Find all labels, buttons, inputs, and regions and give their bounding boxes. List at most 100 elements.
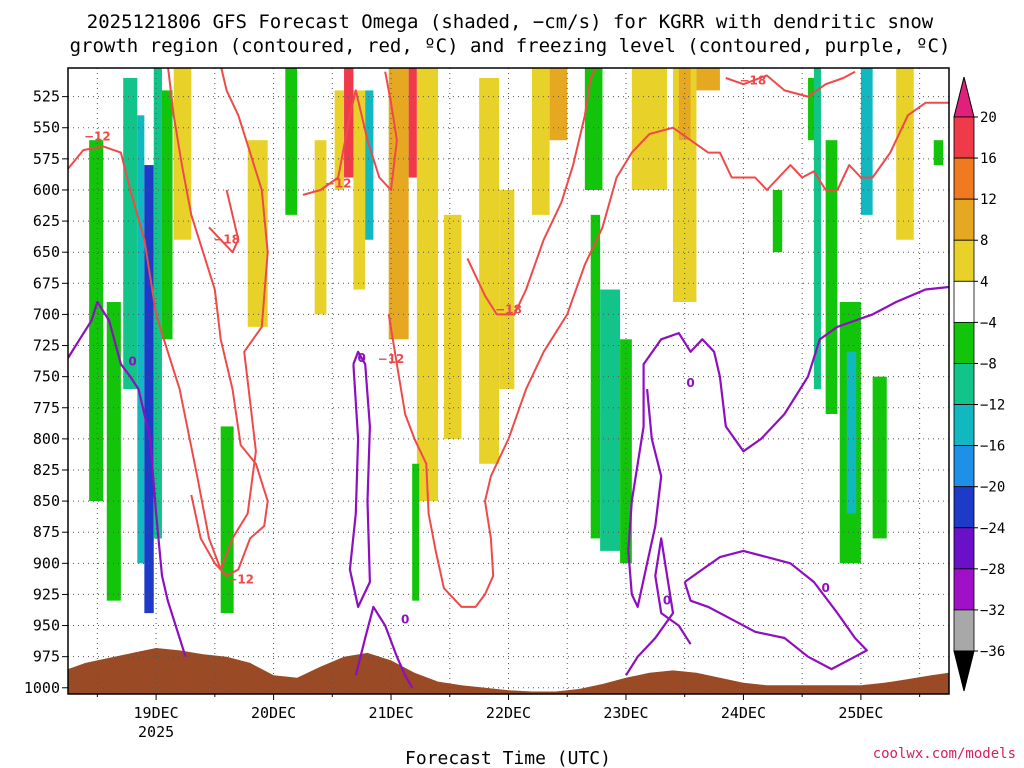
y-tick-label: 825 (33, 461, 60, 479)
colorbar-bin (953, 609, 975, 652)
freezing-contour-line (627, 285, 949, 608)
omega-cell (620, 339, 632, 564)
dgz-contour-line (302, 71, 398, 196)
omega-cell (631, 68, 668, 190)
omega-cell (499, 189, 515, 390)
freezing-contour-line (625, 537, 692, 676)
freezing-contour-label: 0 (663, 594, 671, 608)
omega-cell (123, 77, 138, 390)
contour-labels: −12 −12 −12 −12 −18 −18 −18 0 0 0 0 0 0 (84, 73, 830, 626)
colorbar-bin (953, 445, 975, 488)
x-tick-label: 21DEC (368, 704, 413, 722)
y-tick-label: 575 (33, 150, 60, 168)
dgz-contour-label: −12 (325, 177, 352, 191)
omega-cell (137, 115, 145, 564)
colorbar: 20 16 12 8 4 −4 −8 −12 −16 −20 −24 −28 −32 −36 (953, 76, 1005, 692)
omega-cell (408, 68, 417, 178)
freezing-contours (68, 285, 949, 689)
omega-cell (144, 165, 154, 614)
x-tick-sublabel: 2025 (138, 723, 174, 741)
grid (68, 68, 949, 694)
freezing-contour-line (354, 605, 414, 689)
dgz-contour-label: −12 (84, 129, 111, 143)
y-tick-label: 800 (33, 430, 60, 448)
colorbar-label: 12 (980, 192, 997, 208)
y-tick-label: 625 (33, 212, 60, 230)
dgz-contour-label: −18 (739, 73, 766, 87)
colorbar-label: −8 (980, 356, 997, 372)
freezing-contour-label: 0 (821, 581, 829, 595)
y-tick-label: 900 (33, 554, 60, 572)
y-tick-label: 675 (33, 274, 60, 292)
freezing-contour-label: 0 (357, 351, 365, 365)
omega-cell (353, 90, 366, 290)
y-tick-label: 550 (33, 119, 60, 137)
colorbar-bin (953, 321, 975, 364)
dgz-contour-label: −12 (227, 573, 254, 587)
omega-cell (479, 77, 500, 464)
dgz-contours (68, 68, 949, 608)
y-tick-label: 725 (33, 337, 60, 355)
freezing-contour-line (68, 300, 187, 658)
omega-cell (896, 68, 914, 240)
dgz-contour-line (208, 189, 240, 254)
omega-cell (846, 351, 857, 514)
dgz-contour-line (68, 68, 269, 571)
omega-cell (860, 68, 873, 215)
colorbar-label: −36 (980, 644, 1005, 660)
colorbar-label: 16 (980, 151, 997, 167)
colorbar-label: 20 (980, 110, 997, 126)
omega-shading (89, 68, 944, 614)
colorbar-label: −20 (980, 480, 1005, 496)
colorbar-bin (953, 568, 975, 611)
omega-cell (772, 189, 783, 253)
freezing-contour-label: 0 (128, 355, 136, 369)
y-tick-label: 775 (33, 399, 60, 417)
omega-cell (334, 90, 345, 190)
y-tick-label: 700 (33, 305, 60, 323)
omega-cell (531, 68, 550, 215)
omega-cell (443, 214, 462, 439)
omega-cell (416, 68, 439, 502)
omega-cell (696, 68, 720, 91)
colorbar-bin (953, 198, 975, 241)
y-tick-label: 750 (33, 368, 60, 386)
y-tick-label: 525 (33, 88, 60, 106)
omega-cell (825, 140, 838, 414)
dgz-contour-line (725, 70, 856, 98)
y-axis: 525 550 575 600 625 650 675 700 725 750 775 800 825 8… (24, 88, 68, 697)
y-tick-label: 950 (33, 617, 60, 635)
colorbar-bin (953, 363, 975, 405)
omega-cell (412, 463, 420, 601)
omega-cell (314, 140, 327, 315)
omega-cell (89, 140, 104, 502)
colorbar-bin (953, 239, 975, 282)
colorbar-label: −4 (980, 315, 997, 331)
omega-cell (813, 68, 821, 390)
y-tick-label: 875 (33, 523, 60, 541)
freezing-contour-label: 0 (401, 612, 409, 626)
y-tick-label: 850 (33, 492, 60, 510)
terrain-fill (68, 648, 949, 694)
colorbar-bin (953, 527, 975, 570)
omega-cell (933, 140, 944, 166)
dgz-contour-label: −18 (495, 302, 522, 316)
y-tick-label: 600 (33, 181, 60, 199)
x-tick-label: 20DEC (251, 704, 296, 722)
title-line-2: growth region (contoured, red, ºC) and f… (70, 35, 951, 57)
y-tick-label: 1000 (24, 679, 60, 697)
x-tick-label: 25DEC (838, 704, 883, 722)
freezing-contour-line (683, 549, 868, 671)
omega-cell (247, 140, 268, 327)
omega-cell (153, 68, 162, 539)
x-tick-label: 22DEC (486, 704, 531, 722)
dgz-contour-label: −18 (213, 233, 240, 247)
x-tick-label: 24DEC (721, 704, 766, 722)
credit-text: coolwx.com/models (873, 746, 1016, 762)
terrain (68, 648, 949, 694)
x-tick-label: 19DEC (134, 704, 179, 722)
dgz-contour-line (387, 101, 949, 608)
omega-cell (220, 426, 234, 614)
